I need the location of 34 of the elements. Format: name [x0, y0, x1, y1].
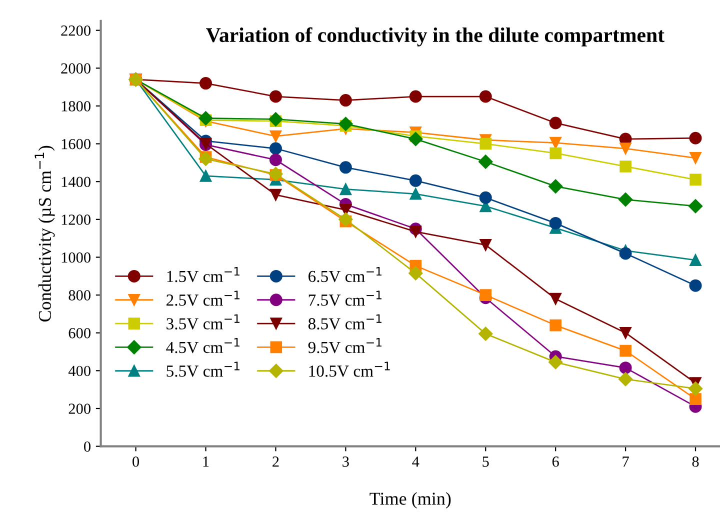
y-tick-label: 200: [68, 404, 90, 414]
y-tick-label: 2200: [61, 25, 90, 36]
y-tick-label: 1200: [62, 214, 90, 225]
y-tick-label: 0: [84, 441, 90, 452]
x-tick-label: 4: [412, 456, 420, 467]
y-tick-label: 1400: [62, 176, 90, 188]
legend-label: 4.5V cm$^{−1}$: [166, 338, 240, 354]
x-tick-label: 5: [482, 456, 489, 467]
legend-label: 10.5V cm$^{−1}$: [309, 362, 390, 377]
y-tick-label: 1000: [62, 252, 90, 263]
y-tick-label: 1600: [62, 138, 90, 150]
y-tick-label: 2000: [61, 63, 90, 74]
x-axis-title: Time (min): [370, 492, 451, 508]
x-tick-label: 3: [342, 456, 349, 467]
chart-title: Variation of conductivity in the dilute compartment: [206, 27, 664, 46]
legend-label: 2.5V cm$^{−1}$: [166, 290, 240, 306]
legend-label: 7.5V cm$^{−1}$: [308, 290, 382, 306]
x-tick-label: 1: [203, 456, 209, 467]
legend-label: 1.5V cm$^{−1}$: [167, 267, 240, 282]
legend-label: 8.5V cm$^{−1}$: [308, 314, 382, 330]
y-tick-label: 800: [68, 290, 90, 300]
x-tick-label: 6: [552, 456, 559, 467]
legend-label: 6.5V cm$^{−1}$: [308, 267, 382, 282]
y-axis-title: Conductivity (µS cm$^{−1}$): [34, 146, 55, 322]
x-tick-label: 8: [692, 456, 699, 467]
legend-label: 9.5V cm$^{−1}$: [308, 338, 382, 354]
y-tick-label: 600: [68, 328, 90, 338]
legend-label: 3.5V cm$^{−1}$: [166, 314, 240, 330]
legend-label: 5.5V cm$^{−1}$: [166, 362, 240, 377]
y-tick-label: 400: [68, 366, 90, 376]
y-tick-label: 1800: [62, 101, 90, 112]
x-tick-label: 2: [272, 456, 279, 467]
x-tick-label: 7: [622, 456, 629, 467]
x-tick-label: 0: [132, 456, 140, 467]
